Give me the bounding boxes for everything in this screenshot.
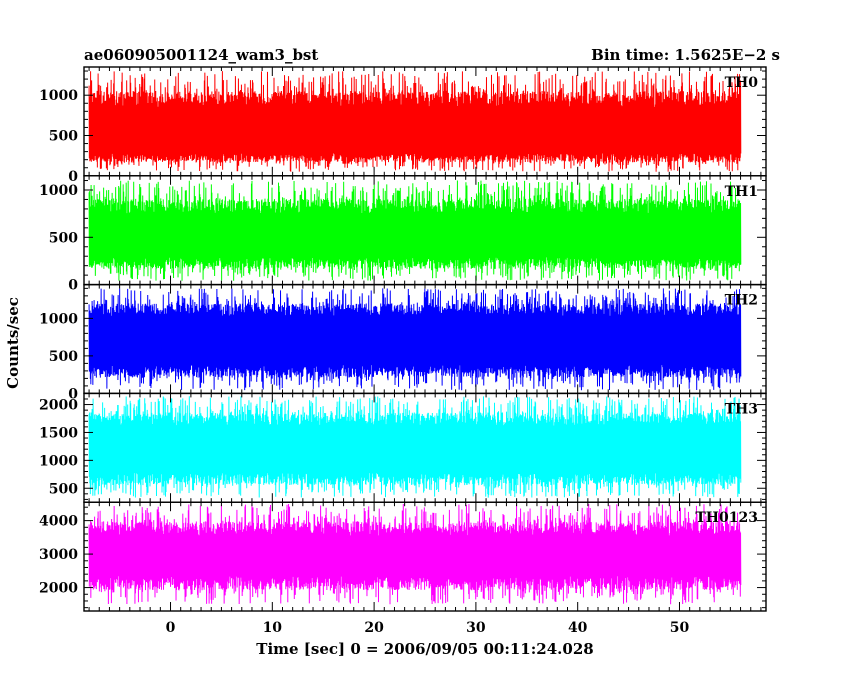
series-core-th2 xyxy=(89,321,741,360)
series-core-th0 xyxy=(89,112,741,148)
y-tick-label: 0 xyxy=(68,278,78,294)
y-tick-label: 500 xyxy=(49,129,78,145)
y-tick-label: 1500 xyxy=(39,425,78,441)
y-tick-label: 1000 xyxy=(39,183,78,199)
panel-th3: 500 1000 1500 2000 TH3 xyxy=(39,392,767,503)
y-tick-label: 500 xyxy=(49,230,78,246)
x-tick-label: 10 xyxy=(263,620,283,636)
y-tick-label: 500 xyxy=(49,481,78,497)
y-axis-label: Counts/sec xyxy=(4,297,22,389)
panel-label-th1: TH1 xyxy=(725,184,758,200)
panel-label-th0123: TH0123 xyxy=(695,510,758,526)
y-tick-label: 2000 xyxy=(39,398,78,414)
y-tick-label: 0 xyxy=(68,386,78,402)
panel-label-th2: TH2 xyxy=(725,293,758,309)
y-tick-label: 500 xyxy=(49,349,78,365)
y-tick-label: 0 xyxy=(68,169,78,185)
y-tick-label: 3000 xyxy=(39,547,78,563)
chart-title-left: ae060905001124_wam3_bst xyxy=(84,46,318,64)
y-tick-label: 4000 xyxy=(39,514,78,530)
panel-th0123: 2000 3000 4000 TH0123 0 10 20 30 40 50 xyxy=(39,501,767,636)
x-axis-label: Time [sec] 0 = 2006/09/05 00:11:24.028 xyxy=(256,640,593,658)
x-tick-label: 30 xyxy=(466,620,486,636)
panel-th0: 0 500 1000 TH0 xyxy=(39,66,767,185)
chart-title-right: Bin time: 1.5625E−2 s xyxy=(591,46,780,64)
panel-label-th3: TH3 xyxy=(725,401,758,417)
series-core-th1 xyxy=(89,218,741,252)
panel-th1: 0 500 1000 TH1 xyxy=(39,175,767,294)
y-tick-label: 2000 xyxy=(39,581,78,597)
y-tick-label: 1000 xyxy=(39,311,78,327)
x-tick-label: 40 xyxy=(568,620,588,636)
panel-label-th0: TH0 xyxy=(725,75,759,91)
y-tick-label: 1000 xyxy=(39,88,78,104)
x-tick-label: 20 xyxy=(364,620,384,636)
panel-th2: 0 500 1000 TH2 xyxy=(39,283,767,402)
x-tick-label: 0 xyxy=(166,620,176,636)
series-core-th3 xyxy=(89,431,741,468)
y-tick-label: 1000 xyxy=(39,453,78,469)
series-core-th0123 xyxy=(89,540,741,572)
x-tick-label: 50 xyxy=(670,620,690,636)
